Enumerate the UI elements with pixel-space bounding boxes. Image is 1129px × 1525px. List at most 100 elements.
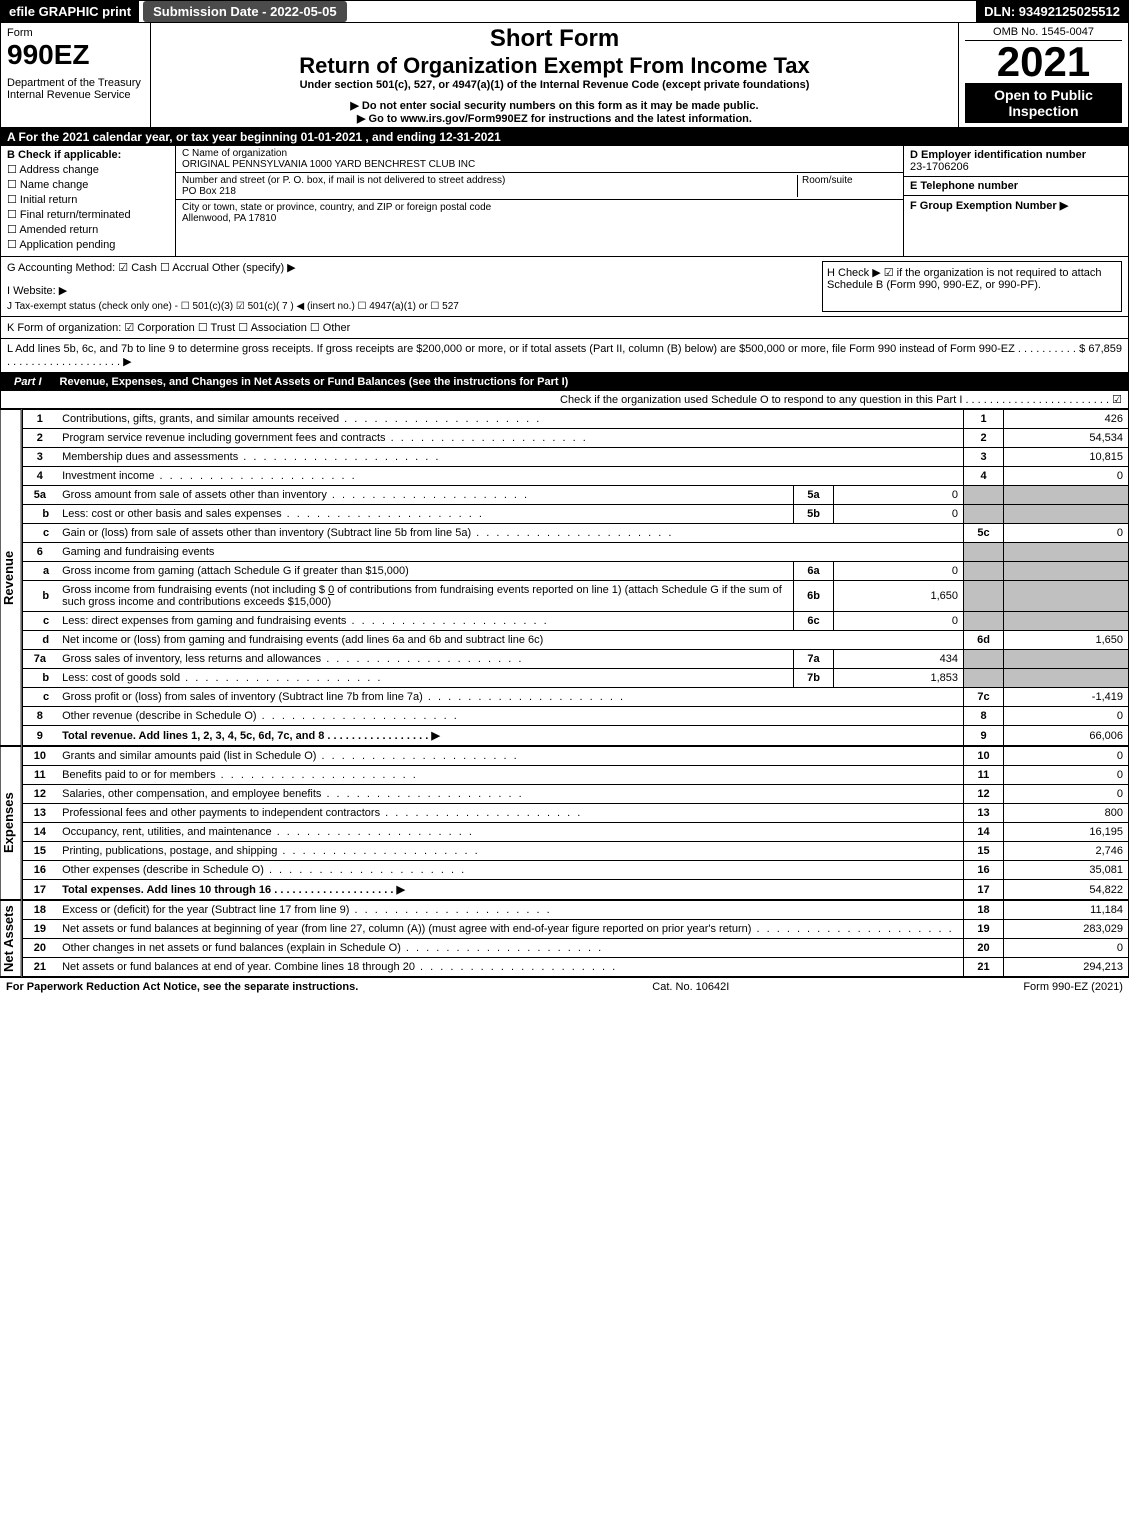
form-number: 990EZ	[7, 39, 144, 71]
dln: DLN: 93492125025512	[976, 1, 1128, 22]
org-column: C Name of organization ORIGINAL PENNSYLV…	[176, 146, 903, 256]
org-name: ORIGINAL PENNSYLVANIA 1000 YARD BENCHRES…	[182, 159, 897, 170]
line-7c: cGross profit or (loss) from sales of in…	[22, 688, 1128, 707]
line-20: 20Other changes in net assets or fund ba…	[22, 939, 1128, 958]
org-name-block: C Name of organization ORIGINAL PENNSYLV…	[176, 146, 903, 173]
line-17: 17Total expenses. Add lines 10 through 1…	[22, 880, 1128, 900]
under-section: Under section 501(c), 527, or 4947(a)(1)…	[157, 79, 952, 91]
chk-amended-return[interactable]: ☐ Amended return	[7, 223, 169, 236]
d-label: D Employer identification number	[910, 149, 1086, 161]
b-label: B Check if applicable:	[7, 149, 121, 161]
line-4: 4Investment income40	[22, 467, 1128, 486]
footer-formref: Form 990-EZ (2021)	[1023, 981, 1123, 993]
footer-paperwork: For Paperwork Reduction Act Notice, see …	[6, 981, 358, 993]
j-tax-exempt: J Tax-exempt status (check only one) - ☐…	[7, 301, 822, 312]
k-row: K Form of organization: ☑ Corporation ☐ …	[0, 317, 1129, 339]
line-7a: 7aGross sales of inventory, less returns…	[22, 650, 1128, 669]
line-5a: 5aGross amount from sale of assets other…	[22, 486, 1128, 505]
line-7b: bLess: cost of goods sold7b1,853	[22, 669, 1128, 688]
line-21: 21Net assets or fund balances at end of …	[22, 958, 1128, 977]
dept-treasury: Department of the Treasury Internal Reve…	[7, 77, 144, 101]
line-1: 1Contributions, gifts, grants, and simil…	[22, 410, 1128, 429]
line-6b: bGross income from fundraising events (n…	[22, 581, 1128, 612]
ein-block: D Employer identification number 23-1706…	[904, 146, 1128, 177]
expenses-section: Expenses 10Grants and similar amounts pa…	[0, 746, 1129, 900]
gh-row: G Accounting Method: ☑ Cash ☐ Accrual Ot…	[0, 257, 1129, 317]
entity-info-block: B Check if applicable: ☐ Address change …	[0, 146, 1129, 257]
goto-link[interactable]: ▶ Go to www.irs.gov/Form990EZ for instru…	[157, 112, 952, 125]
header-right-block: OMB No. 1545-0047 2021 Open to Public In…	[958, 23, 1128, 127]
submission-date: Submission Date - 2022-05-05	[143, 1, 347, 22]
return-title: Return of Organization Exempt From Incom…	[157, 53, 952, 79]
top-bar: efile GRAPHIC print Submission Date - 20…	[0, 0, 1129, 23]
form-label: Form	[7, 27, 144, 39]
line-3: 3Membership dues and assessments310,815	[22, 448, 1128, 467]
form-id-block: Form 990EZ Department of the Treasury In…	[1, 23, 151, 127]
line-18: 18Excess or (deficit) for the year (Subt…	[22, 901, 1128, 920]
line-13: 13Professional fees and other payments t…	[22, 804, 1128, 823]
part1-label: Part I	[6, 376, 50, 388]
line-12: 12Salaries, other compensation, and empl…	[22, 785, 1128, 804]
line-9: 9Total revenue. Add lines 1, 2, 3, 4, 5c…	[22, 726, 1128, 746]
check-if-applicable: B Check if applicable: ☐ Address change …	[1, 146, 176, 256]
chk-final-return[interactable]: ☐ Final return/terminated	[7, 208, 169, 221]
line-6d: dNet income or (loss) from gaming and fu…	[22, 631, 1128, 650]
c-label: C Name of organization	[182, 148, 897, 159]
net-assets-section: Net Assets 18Excess or (deficit) for the…	[0, 900, 1129, 977]
line-19: 19Net assets or fund balances at beginni…	[22, 920, 1128, 939]
line-16: 16Other expenses (describe in Schedule O…	[22, 861, 1128, 880]
part1-header: Part I Revenue, Expenses, and Changes in…	[0, 373, 1129, 391]
form-header: Form 990EZ Department of the Treasury In…	[0, 23, 1129, 128]
efile-graphic-print[interactable]: efile GRAPHIC print	[1, 1, 139, 22]
line-8: 8Other revenue (describe in Schedule O)8…	[22, 707, 1128, 726]
part1-check-note: Check if the organization used Schedule …	[0, 391, 1129, 409]
street-value: PO Box 218	[182, 186, 797, 197]
page-footer: For Paperwork Reduction Act Notice, see …	[0, 977, 1129, 996]
chk-address-change[interactable]: ☐ Address change	[7, 163, 169, 176]
street-block: Number and street (or P. O. box, if mail…	[176, 173, 903, 200]
city-value: Allenwood, PA 17810	[182, 213, 897, 224]
expenses-table: 10Grants and similar amounts paid (list …	[22, 746, 1129, 900]
revenue-section: Revenue 1Contributions, gifts, grants, a…	[0, 409, 1129, 746]
line-6a: aGross income from gaming (attach Schedu…	[22, 562, 1128, 581]
l-amount: $ 67,859	[1079, 343, 1122, 368]
net-assets-table: 18Excess or (deficit) for the year (Subt…	[22, 900, 1129, 977]
open-to-public: Open to Public Inspection	[965, 83, 1122, 123]
h-schedule-b: H Check ▶ ☑ if the organization is not r…	[822, 261, 1122, 312]
line-14: 14Occupancy, rent, utilities, and mainte…	[22, 823, 1128, 842]
e-label: E Telephone number	[910, 180, 1018, 192]
chk-name-change[interactable]: ☐ Name change	[7, 178, 169, 191]
footer-catno: Cat. No. 10642I	[652, 981, 729, 993]
chk-application-pending[interactable]: ☐ Application pending	[7, 238, 169, 251]
part1-heading: Revenue, Expenses, and Changes in Net As…	[60, 376, 569, 388]
telephone-block: E Telephone number	[904, 177, 1128, 196]
city-block: City or town, state or province, country…	[176, 200, 903, 226]
expenses-label: Expenses	[0, 746, 22, 900]
street-label: Number and street (or P. O. box, if mail…	[182, 175, 797, 186]
short-form-title: Short Form	[157, 25, 952, 53]
right-id-column: D Employer identification number 23-1706…	[903, 146, 1128, 256]
l-text: L Add lines 5b, 6c, and 7b to line 9 to …	[7, 343, 1079, 368]
room-suite: Room/suite	[797, 175, 897, 197]
group-exemption-block: F Group Exemption Number ▶	[904, 196, 1128, 215]
revenue-table: 1Contributions, gifts, grants, and simil…	[22, 409, 1129, 746]
l-row: L Add lines 5b, 6c, and 7b to line 9 to …	[0, 339, 1129, 373]
line-15: 15Printing, publications, postage, and s…	[22, 842, 1128, 861]
header-title-block: Short Form Return of Organization Exempt…	[151, 23, 958, 127]
line-6: 6Gaming and fundraising events	[22, 543, 1128, 562]
line-a-calendar: A For the 2021 calendar year, or tax yea…	[0, 128, 1129, 146]
line-5b: bLess: cost or other basis and sales exp…	[22, 505, 1128, 524]
line-6c: cLess: direct expenses from gaming and f…	[22, 612, 1128, 631]
f-label: F Group Exemption Number ▶	[910, 200, 1068, 212]
city-label: City or town, state or province, country…	[182, 202, 897, 213]
line-5c: cGain or (loss) from sale of assets othe…	[22, 524, 1128, 543]
line-10: 10Grants and similar amounts paid (list …	[22, 747, 1128, 766]
net-assets-label: Net Assets	[0, 900, 22, 977]
line-11: 11Benefits paid to or for members110	[22, 766, 1128, 785]
chk-initial-return[interactable]: ☐ Initial return	[7, 193, 169, 206]
ssn-note: ▶ Do not enter social security numbers o…	[157, 99, 952, 112]
i-website: I Website: ▶	[7, 284, 822, 297]
k-form-org: K Form of organization: ☑ Corporation ☐ …	[7, 321, 350, 334]
tax-year: 2021	[965, 41, 1122, 83]
revenue-label: Revenue	[0, 409, 22, 746]
